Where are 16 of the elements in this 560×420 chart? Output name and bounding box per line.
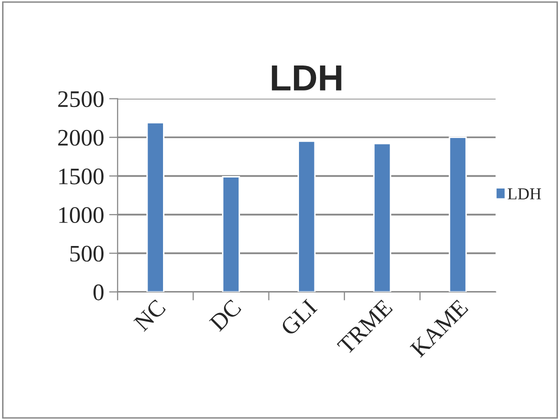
y-tick-label: 1000 [59,207,104,224]
x-tick-label: GLI [280,298,318,336]
bar [448,136,467,292]
y-tick-label: 0 [94,284,104,300]
bar [222,176,240,292]
bar [298,140,316,292]
x-tick-label: DC [208,298,242,332]
y-tick-label: 1500 [59,168,104,184]
y-tick-label: 500 [70,246,104,262]
bar [146,122,164,292]
bar [373,142,392,292]
legend-label: LDH [508,188,542,200]
y-tick-label: 2500 [58,91,104,108]
y-tick-label: 2000 [58,130,104,146]
x-tick-label: NC [133,298,166,332]
chart-title: LDH [272,66,342,90]
